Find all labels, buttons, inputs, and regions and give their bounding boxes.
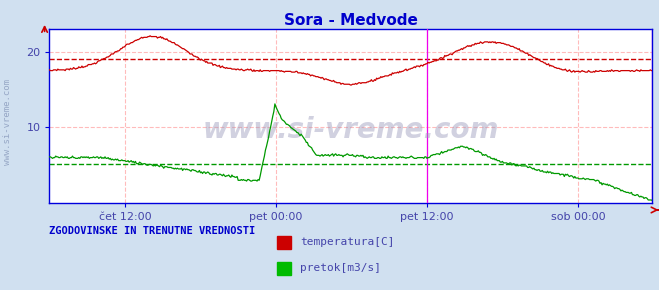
Title: Sora - Medvode: Sora - Medvode	[284, 13, 418, 28]
Text: www.si-vreme.com: www.si-vreme.com	[3, 79, 13, 165]
Text: www.si-vreme.com: www.si-vreme.com	[203, 116, 499, 144]
Text: temperatura[C]: temperatura[C]	[300, 237, 394, 247]
Text: pretok[m3/s]: pretok[m3/s]	[300, 263, 381, 273]
Text: ZGODOVINSKE IN TRENUTNE VREDNOSTI: ZGODOVINSKE IN TRENUTNE VREDNOSTI	[49, 226, 256, 236]
